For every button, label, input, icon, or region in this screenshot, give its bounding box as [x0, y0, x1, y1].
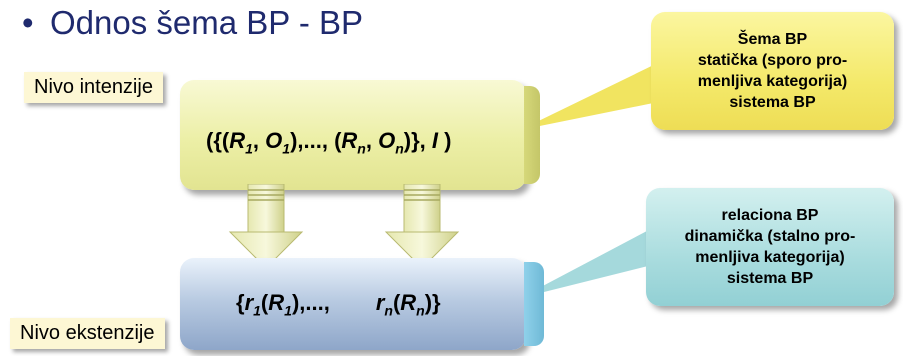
- bullet: •: [22, 4, 34, 41]
- intension-slab: [180, 80, 540, 190]
- down-arrow-right: [384, 184, 460, 269]
- formula-subscript: n: [395, 140, 404, 157]
- formula-part: )}: [424, 290, 441, 315]
- schema-callout: Šema BP statička (sporo pro- menljiva ka…: [651, 12, 894, 130]
- formula-symbol: r: [244, 290, 254, 315]
- formula-symbol: r: [375, 290, 385, 315]
- formula-part: ,: [252, 128, 266, 153]
- database-formula: {r1(R1),..., rn(Rn)}: [236, 290, 441, 318]
- formula-symbol: R: [229, 128, 246, 153]
- formula-part: )},: [403, 128, 432, 153]
- formula-part: ({(: [206, 128, 230, 153]
- relational-callout-line: relaciona BP: [721, 207, 819, 224]
- schema-callout-line: sistema BP: [729, 94, 816, 111]
- extension-level-label: Nivo ekstenzije: [10, 318, 165, 349]
- formula-symbol: O: [265, 128, 283, 153]
- relational-callout-line: menljiva kategorija): [695, 249, 845, 266]
- schema-formula: ({(R1, O1),..., (Rn, On)}, I ): [206, 128, 451, 156]
- formula-part: {: [236, 290, 245, 315]
- formula-symbol: R: [268, 290, 285, 315]
- title-text: Odnos šema BP - BP: [50, 4, 364, 41]
- schema-callout-line: menljiva kategorija): [697, 73, 848, 90]
- formula-subscript: 1: [284, 302, 292, 319]
- relational-callout-line: dinamička (stalno pro-: [684, 228, 856, 245]
- down-arrow-left: [228, 184, 304, 269]
- schema-callout-line: statička (sporo pro-: [697, 52, 848, 69]
- formula-subscript: 1: [253, 302, 261, 319]
- formula-subscript: n: [357, 140, 366, 157]
- intension-level-label: Nivo intenzije: [24, 72, 163, 103]
- slide-title: • Odnos šema BP - BP: [22, 4, 363, 42]
- intension-slab-edge: [524, 86, 540, 184]
- formula-part: ),..., (: [290, 128, 342, 153]
- formula-subscript: 1: [282, 140, 291, 157]
- formula-part: (: [260, 290, 269, 315]
- extension-slab: [180, 258, 544, 350]
- relational-callout-line: sistema BP: [726, 270, 814, 287]
- formula-part: ): [438, 128, 452, 153]
- formula-part: ),...,: [291, 290, 330, 315]
- formula-subscript: n: [416, 302, 425, 319]
- formula-symbol: I: [431, 128, 439, 153]
- formula-symbol: R: [341, 128, 358, 153]
- formula-symbol: O: [378, 128, 396, 153]
- extension-slab-edge: [524, 262, 544, 346]
- formula-subscript: 1: [245, 140, 253, 157]
- formula-subscript: n: [384, 302, 393, 319]
- schema-callout-line: Šema BP: [737, 31, 808, 48]
- formula-part: ,: [365, 128, 379, 153]
- formula-part: (: [392, 290, 401, 315]
- formula-symbol: R: [400, 290, 417, 315]
- relational-callout: relaciona BP dinamička (stalno pro- menl…: [646, 188, 894, 306]
